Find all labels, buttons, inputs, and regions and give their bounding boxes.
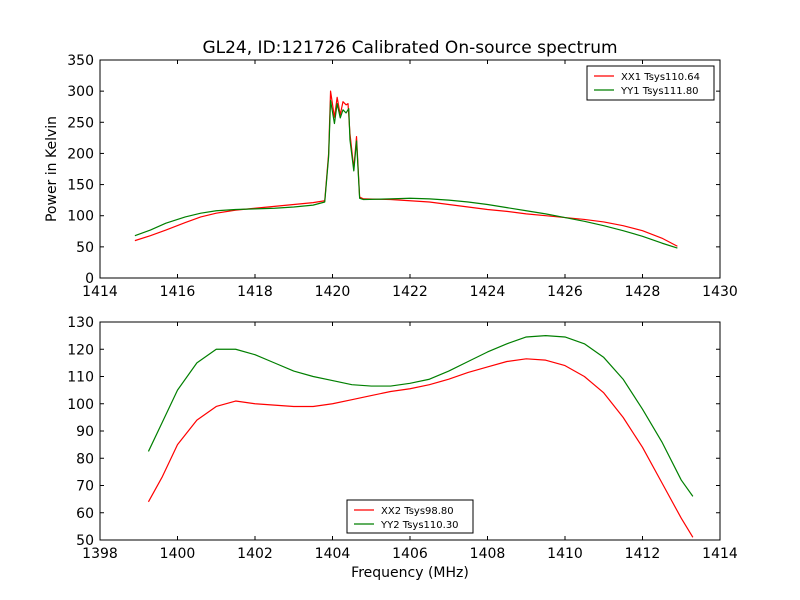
top-y-tick-label: 200	[67, 146, 94, 162]
bottom-legend-entry: YY2 Tsys110.30	[380, 520, 459, 531]
top-legend-box	[586, 65, 715, 101]
top-series-yy1-line	[134, 99, 678, 249]
bottom-x-tick-label: 1414	[702, 546, 738, 562]
bottom-legend-entry: XX2 Tsys98.80	[381, 506, 454, 517]
bottom-legend: XX2 Tsys98.80 YY2 Tsys110.30	[346, 499, 474, 534]
bottom-x-tick-label: 1406	[392, 546, 428, 562]
bottom-x-tick-label: 1412	[625, 546, 661, 562]
bottom-x-tick-label: 1408	[470, 546, 506, 562]
bottom-x-tick-label: 1410	[547, 546, 583, 562]
top-spectrum-chart: 1414 1416 1418 1420 1422 1424 1426 1428 1430 0 50 1…	[44, 53, 738, 300]
bottom-x-tick-label: 1404	[315, 546, 351, 562]
bottom-y-tick-label: 70	[76, 479, 94, 495]
top-x-tick-label: 1426	[547, 284, 583, 300]
bottom-x-axis-label: Frequency (MHz)	[351, 565, 469, 581]
bottom-y-tick-label: 50	[76, 533, 94, 549]
bottom-x-tick-label: 1400	[160, 546, 196, 562]
top-legend-entry: YY1 Tsys111.80	[620, 86, 699, 97]
bottom-series-yy2-line	[147, 335, 694, 497]
top-y-tick-label: 150	[67, 178, 94, 194]
top-x-tick-label: 1430	[702, 284, 738, 300]
top-y-tick-label: 350	[67, 53, 94, 69]
top-legend-entry: XX1 Tsys110.64	[621, 72, 700, 83]
top-y-tick-label: 100	[67, 209, 94, 225]
bottom-series-xx2-line	[147, 358, 694, 538]
top-y-tick-label: 50	[76, 240, 94, 256]
figure-title: GL24, ID:121726 Calibrated On-source spe…	[202, 38, 617, 58]
bottom-y-tick-label: 60	[76, 506, 94, 522]
top-x-tick-label: 1416	[160, 284, 196, 300]
top-x-tick-label: 1428	[625, 284, 661, 300]
top-y-tick-label: 300	[67, 84, 94, 100]
bottom-y-tick-label: 120	[67, 342, 94, 358]
top-y-tick-label: 250	[67, 115, 94, 131]
top-legend: XX1 Tsys110.64 YY1 Tsys111.80	[586, 65, 715, 101]
bottom-x-tick-label: 1398	[82, 546, 118, 562]
bottom-y-tick-label: 90	[76, 424, 94, 440]
bottom-y-tick-label: 80	[76, 451, 94, 467]
bottom-spectrum-chart: 1398 1400 1402 1404 1406 1408 1410 1412 1414 50 60…	[67, 315, 738, 581]
top-y-axis-label: Power in Kelvin	[44, 116, 60, 222]
bottom-legend-box	[346, 499, 474, 534]
top-x-tick-label: 1420	[315, 284, 351, 300]
top-x-tick-label: 1418	[237, 284, 273, 300]
bottom-y-tick-label: 100	[67, 397, 94, 413]
top-x-tick-label: 1424	[470, 284, 506, 300]
top-x-tick-label: 1422	[392, 284, 428, 300]
bottom-x-tick-label: 1402	[237, 546, 273, 562]
bottom-y-tick-label: 110	[67, 370, 94, 386]
bottom-y-tick-label: 130	[67, 315, 94, 331]
top-x-tick-label: 1414	[82, 284, 118, 300]
top-y-tick-label: 0	[85, 271, 94, 287]
